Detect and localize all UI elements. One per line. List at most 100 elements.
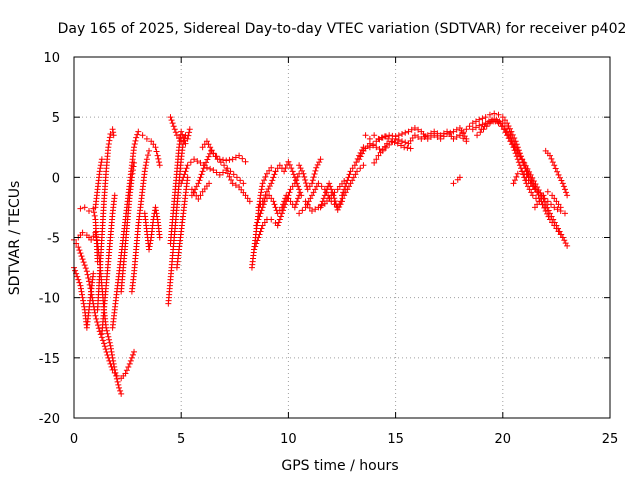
data-point [375,152,382,159]
y-tick-label: -5 [47,232,60,247]
data-point [266,167,273,174]
data-point [312,167,319,174]
data-point [167,114,174,121]
data-point [132,137,139,144]
data-point [469,126,476,133]
data-point [298,167,305,174]
data-point [129,167,136,174]
data-point [74,273,81,280]
data-point [375,135,382,142]
data-point [111,192,118,199]
data-point [312,206,319,213]
data-point [282,201,289,208]
data-point [230,171,237,178]
data-point [179,177,186,184]
data-point [431,132,438,139]
data-point [318,183,325,190]
data-point [513,153,520,160]
data-point [256,213,263,220]
data-point [110,357,117,364]
data-point [316,159,323,166]
data-point [154,152,161,159]
data-point [341,186,348,193]
data-point [272,168,279,175]
data-point [329,189,336,196]
data-point [97,162,104,169]
data-point [253,240,260,247]
data-point [477,129,484,136]
data-point [257,210,264,217]
data-point [232,182,239,189]
data-point [357,165,364,172]
data-point [523,174,530,181]
data-point [91,212,98,219]
data-point [126,360,133,367]
data-point [105,333,112,340]
data-point [453,134,460,141]
data-point [295,195,302,202]
data-point [257,201,264,208]
data-point [255,234,262,241]
data-point [511,177,518,184]
data-point [497,120,504,127]
data-point [92,312,99,319]
data-point [109,354,116,361]
data-point [564,242,571,249]
data-point [284,195,291,202]
data-point [291,204,298,211]
data-point [339,192,345,199]
data-point [213,153,220,160]
data-point [148,138,155,145]
data-point [232,154,239,161]
data-point [79,256,86,263]
data-point [147,240,154,247]
data-point [77,282,84,289]
data-point [153,148,160,155]
data-point [130,163,137,170]
data-point [378,134,385,141]
data-point [195,180,202,187]
data-point [399,131,406,138]
data-point [80,259,87,266]
data-point [395,132,402,139]
data-point [257,192,264,199]
data-point [515,159,522,166]
data-point [156,162,163,169]
data-point [82,265,89,272]
data-point [205,153,212,160]
data-point [356,156,363,163]
data-point [216,171,223,178]
data-point [332,198,339,205]
data-point [185,132,192,139]
data-point [186,129,193,136]
data-point [213,169,220,176]
data-point [318,201,325,208]
data-points [71,110,571,397]
data-point [504,132,511,139]
data-point [546,152,553,159]
data-point [366,135,373,142]
data-point [155,155,162,162]
data-point [311,170,318,177]
data-point [154,213,161,220]
data-point [376,146,383,153]
data-point [94,318,101,325]
y-tick-label: 0 [52,171,60,186]
data-point [297,189,304,196]
data-point [170,123,177,130]
data-point [205,141,212,148]
data-point [204,156,211,163]
data-point [516,162,523,169]
data-point [258,186,265,193]
data-point [178,138,185,145]
data-point [440,133,447,140]
data-point [226,156,233,163]
data-point [343,180,350,187]
data-point [373,144,380,151]
data-point [90,270,97,277]
data-point [181,137,188,144]
data-point [258,207,265,214]
data-point [152,144,159,151]
data-point [564,192,571,199]
y-tick-label: -20 [39,412,60,427]
